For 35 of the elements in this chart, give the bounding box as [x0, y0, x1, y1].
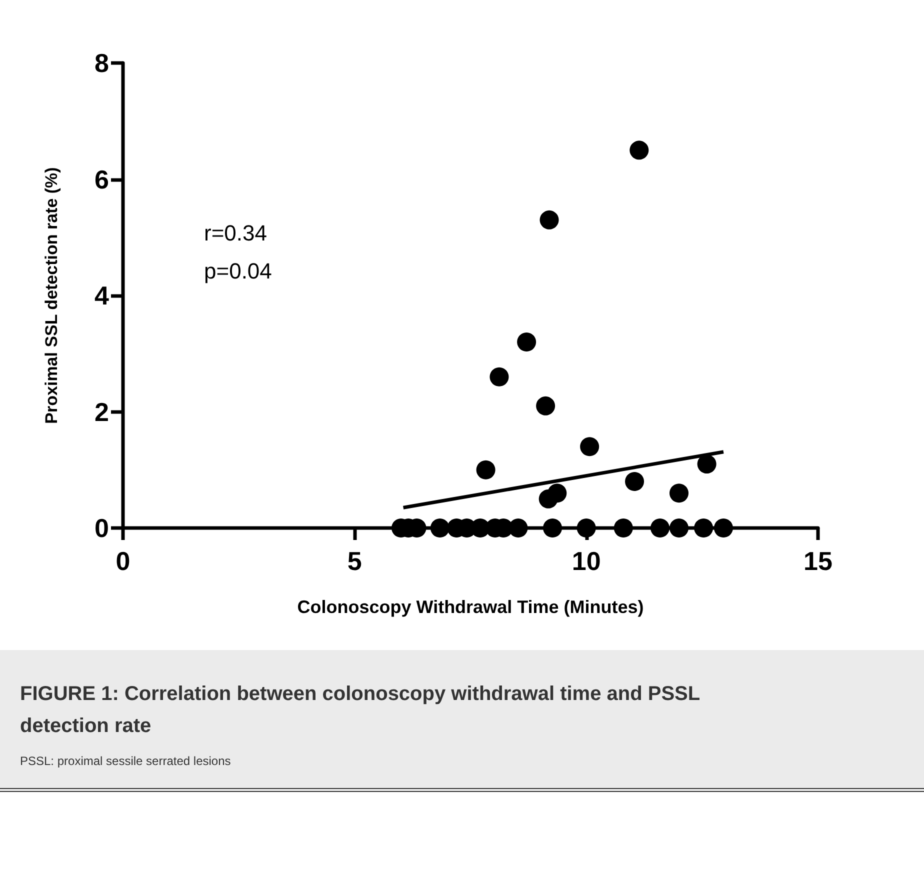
y-tick-label: 2 — [94, 396, 109, 427]
point — [476, 460, 496, 480]
point — [490, 367, 509, 386]
y-axis-title: Proximal SSL detection rate (%) — [42, 167, 61, 424]
point — [625, 472, 644, 491]
y-tick-label: 4 — [94, 280, 110, 310]
x-tick-label: 5 — [347, 546, 362, 576]
point — [580, 437, 600, 456]
x-tick-label: 10 — [572, 546, 601, 576]
x-tick-label: 15 — [804, 546, 832, 576]
point — [694, 518, 714, 538]
point — [714, 518, 733, 538]
point — [430, 518, 450, 538]
point — [543, 518, 562, 538]
point — [614, 518, 633, 538]
y-tick-label: 6 — [94, 164, 109, 194]
text: FIGURE 1: Correlation between colonoscopy withdrawal time and PSSL detection rate — [20, 682, 701, 739]
point — [650, 518, 670, 538]
point — [540, 210, 559, 230]
point — [697, 454, 716, 474]
point — [630, 140, 649, 160]
point — [548, 484, 567, 503]
annotation: r=0.34 — [204, 220, 267, 246]
point — [508, 518, 528, 538]
point — [517, 332, 536, 352]
annotation: p=0.04 — [204, 258, 272, 284]
point — [576, 518, 596, 538]
point — [536, 396, 556, 416]
y-tick-label: 0 — [94, 513, 109, 543]
point — [670, 518, 688, 538]
x-tick-label: 0 — [116, 546, 130, 576]
point — [670, 484, 688, 503]
x-axis-title: Colonoscopy Withdrawal Time (Minutes) — [297, 597, 644, 617]
text: PSSL: proximal sessile serrated lesions — [20, 754, 232, 768]
y-tick-label: 8 — [94, 48, 109, 78]
